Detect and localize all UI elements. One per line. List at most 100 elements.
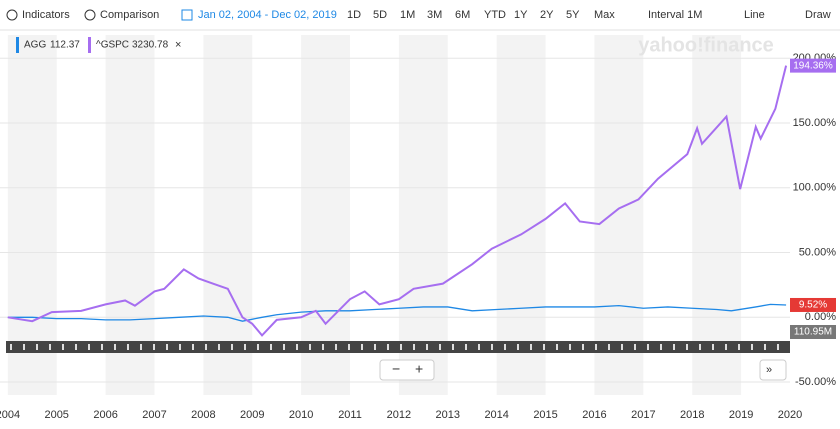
- x-tick-label: 2018: [680, 409, 704, 421]
- x-tick-label: 2016: [582, 409, 606, 421]
- navigator-tick: [465, 344, 467, 350]
- icon: [84, 9, 96, 21]
- x-tick-label: 2011: [338, 409, 362, 421]
- toolbar-item[interactable]: Interval 1M: [648, 9, 702, 21]
- x-tick-label: 2017: [631, 409, 655, 421]
- volume-box: [790, 325, 836, 339]
- navigator-tick: [712, 344, 714, 350]
- year-band: [496, 35, 546, 395]
- icon: [181, 9, 193, 21]
- x-tick-label: 2007: [142, 409, 166, 421]
- navigator-tick: [777, 344, 779, 350]
- toolbar-item[interactable]: Line: [744, 9, 765, 21]
- toolbar-item[interactable]: 3M: [427, 9, 442, 21]
- zoom-control[interactable]: [379, 359, 435, 381]
- x-tick-label: 2005: [44, 409, 68, 421]
- navigator-tick: [62, 344, 64, 350]
- navigator-tick: [439, 344, 441, 350]
- navigator-tick: [179, 344, 181, 350]
- x-tick-label: 2013: [436, 409, 460, 421]
- last-value-label: 194.36%: [793, 60, 833, 71]
- y-tick-label: 0.00%: [805, 311, 836, 323]
- navigator-tick: [621, 344, 623, 350]
- navigator-tick: [517, 344, 519, 350]
- navigator-tick: [387, 344, 389, 350]
- navigator-tick: [504, 344, 506, 350]
- toolbar-item[interactable]: Jan 02, 2004 - Dec 02, 2019: [198, 9, 337, 21]
- navigator-tick: [530, 344, 532, 350]
- toolbar-item[interactable]: 5Y: [566, 9, 580, 21]
- scroll-icon[interactable]: »: [766, 364, 772, 376]
- x-tick-label: 2019: [729, 409, 753, 421]
- navigator-tick: [101, 344, 103, 350]
- navigator-tick: [153, 344, 155, 350]
- navigator-tick: [725, 344, 727, 350]
- navigator-tick: [426, 344, 428, 350]
- navigator-tick: [400, 344, 402, 350]
- navigator-tick: [751, 344, 753, 350]
- zoom-out[interactable]: −: [392, 361, 400, 377]
- legend-price: 3230.78: [132, 40, 169, 51]
- x-tick-label: 2006: [93, 409, 117, 421]
- legend-close[interactable]: ×: [175, 39, 181, 51]
- year-band: [301, 35, 351, 395]
- navigator-tick: [309, 344, 311, 350]
- line: [7, 65, 788, 337]
- legend-name: AGG: [24, 40, 46, 51]
- last-value-label: 9.52%: [799, 300, 827, 311]
- navigator-tick: [335, 344, 337, 350]
- navigator-tick: [114, 344, 116, 350]
- navigator-tick: [348, 344, 350, 350]
- toolbar-item[interactable]: 5D: [373, 9, 387, 21]
- year-band: [203, 35, 253, 395]
- navigator-tick: [452, 344, 454, 350]
- navigator-tick: [23, 344, 25, 350]
- x-tick-label: 2008: [191, 409, 215, 421]
- year-band: [594, 35, 644, 395]
- navigator-tick: [296, 344, 298, 350]
- line: [7, 303, 787, 322]
- navigator-tick: [127, 344, 129, 350]
- navigator-tick: [738, 344, 740, 350]
- year-band: [105, 35, 155, 395]
- toolbar-item[interactable]: YTD: [484, 9, 506, 21]
- toolbar-item[interactable]: 1D: [347, 9, 361, 21]
- navigator-tick: [218, 344, 220, 350]
- scroll-button[interactable]: [759, 359, 787, 381]
- toolbar-item[interactable]: 1M: [400, 9, 415, 21]
- x-tick-label: 2015: [533, 409, 557, 421]
- navigator-tick: [556, 344, 558, 350]
- x-tick-label: 2014: [484, 409, 508, 421]
- volume-label: 110.95M: [794, 327, 832, 338]
- navigator-tick: [569, 344, 571, 350]
- navigator-tick: [699, 344, 701, 350]
- navigator-tick: [647, 344, 649, 350]
- plot-background: [7, 35, 742, 395]
- navigator-tick: [231, 344, 233, 350]
- toolbar-item[interactable]: 6M: [455, 9, 470, 21]
- navigator-tick: [478, 344, 480, 350]
- navigator-tick: [244, 344, 246, 350]
- navigator-tick: [140, 344, 142, 350]
- toolbar-item[interactable]: 1Y: [514, 9, 528, 21]
- navigator-tick: [660, 344, 662, 350]
- navigator: [6, 341, 790, 353]
- navigator-tick: [413, 344, 415, 350]
- watermark: yahoo!finance: [638, 34, 774, 56]
- toolbar-item[interactable]: Comparison: [100, 9, 159, 21]
- toolbar-item[interactable]: 2Y: [540, 9, 554, 21]
- x-tick-label: 2004: [0, 409, 20, 421]
- navigator-tick: [582, 344, 584, 350]
- zoom-in[interactable]: +: [415, 361, 423, 377]
- navigator-tick: [166, 344, 168, 350]
- navigator-tick: [257, 344, 259, 350]
- toolbar-item[interactable]: Indicators: [22, 9, 70, 21]
- navigator-tick: [673, 344, 675, 350]
- year-band: [7, 35, 57, 395]
- last-value-box: [790, 58, 836, 73]
- last-value-box: [790, 297, 836, 312]
- toolbar-item[interactable]: Draw: [805, 9, 831, 21]
- toolbar-item[interactable]: Max: [594, 9, 615, 21]
